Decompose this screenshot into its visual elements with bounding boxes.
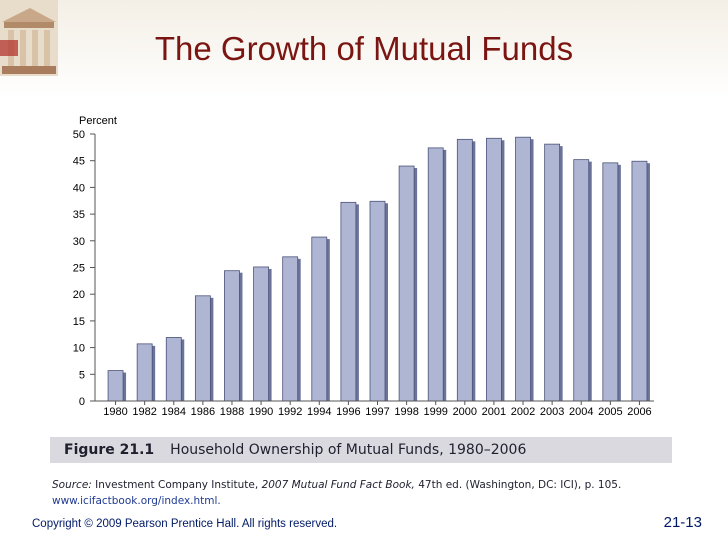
bar-2004 xyxy=(573,159,590,402)
x-tick-label: 1986 xyxy=(191,406,215,418)
x-tick-label: 2000 xyxy=(453,406,477,418)
x-tick-label: 2004 xyxy=(569,406,593,418)
x-tick-label: 1988 xyxy=(220,406,244,418)
bar-1980 xyxy=(107,370,124,402)
x-tick-label: 2001 xyxy=(482,406,506,418)
bar-1994 xyxy=(311,236,328,402)
y-tick-label: 5 xyxy=(79,369,85,381)
x-tick-label: 1982 xyxy=(132,406,156,418)
copyright-text: Copyright © 2009 Pearson Prentice Hall. … xyxy=(32,518,338,530)
x-axis: 1980 1982 1984 1986 1988 1990 1992 1994 1996 1997… xyxy=(95,400,654,418)
page-number: 21-13 xyxy=(663,514,702,531)
header-band xyxy=(0,0,728,100)
bar-1984 xyxy=(165,337,182,402)
bar-2005 xyxy=(602,162,619,402)
y-tick-label: 40 xyxy=(73,182,85,194)
x-tick-label: 1994 xyxy=(307,406,331,418)
y-tick-label: 50 xyxy=(73,129,85,141)
x-tick-label: 1984 xyxy=(162,406,186,418)
y-tick-label: 0 xyxy=(79,396,85,408)
x-tick-label: 2002 xyxy=(511,406,535,418)
bar-2001 xyxy=(486,137,502,402)
bar-1997 xyxy=(369,200,386,402)
source-text-b: 47th ed. (Washington, DC: ICI), p. 105. xyxy=(414,479,622,491)
y-tick-label: 30 xyxy=(73,236,85,248)
building-logo-icon xyxy=(0,0,58,76)
y-tick-label: 45 xyxy=(73,156,85,168)
x-tick-label: 2003 xyxy=(540,406,564,418)
source-note: Source: Investment Company Institute, 20… xyxy=(52,477,672,509)
bar-2000 xyxy=(456,138,473,402)
bar-1986 xyxy=(194,295,211,402)
bar-1996 xyxy=(340,201,357,402)
bar-2003 xyxy=(544,143,561,402)
figure-caption: Figure 21.1 Household Ownership of Mutua… xyxy=(50,437,672,463)
figure-title: Household Ownership of Mutual Funds, 198… xyxy=(170,442,527,458)
source-text-a: Investment Company Institute, xyxy=(91,479,262,491)
x-tick-label: 1980 xyxy=(103,406,127,418)
bar-1982 xyxy=(136,343,153,402)
y-axis-title: Percent xyxy=(79,115,117,127)
x-tick-label: 1999 xyxy=(423,406,447,418)
y-tick-label: 20 xyxy=(73,289,85,301)
slide-title: The Growth of Mutual Funds xyxy=(154,30,574,67)
bar-1998 xyxy=(398,165,415,402)
bar-2006 xyxy=(631,160,648,402)
x-tick-label: 1992 xyxy=(278,406,302,418)
source-link[interactable]: www.icifactbook.org/index.html. xyxy=(52,495,221,507)
x-tick-label: 1996 xyxy=(336,406,360,418)
x-tick-label: 1998 xyxy=(394,406,418,418)
bar-1999 xyxy=(427,147,444,402)
x-tick-label: 2005 xyxy=(598,406,622,418)
x-tick-label: 1997 xyxy=(365,406,389,418)
x-tick-label: 2006 xyxy=(627,406,651,418)
y-tick-label: 25 xyxy=(73,263,85,275)
bar-2002 xyxy=(515,136,531,402)
y-tick-label: 35 xyxy=(73,209,85,221)
source-lead: Source: xyxy=(52,479,92,491)
y-tick-label: 10 xyxy=(73,343,85,355)
y-tick-label: 15 xyxy=(73,316,85,328)
figure-number: Figure 21.1 xyxy=(64,442,155,458)
bar-1988 xyxy=(224,270,240,402)
bar-series xyxy=(107,136,650,402)
bar-1990 xyxy=(253,266,269,402)
source-book-title: 2007 Mutual Fund Fact Book, xyxy=(261,479,415,491)
x-tick-label: 1990 xyxy=(249,406,273,418)
bar-1992 xyxy=(282,256,299,402)
y-axis: 0 5 10 15 20 25 30 35 40 45 50 xyxy=(73,129,96,408)
